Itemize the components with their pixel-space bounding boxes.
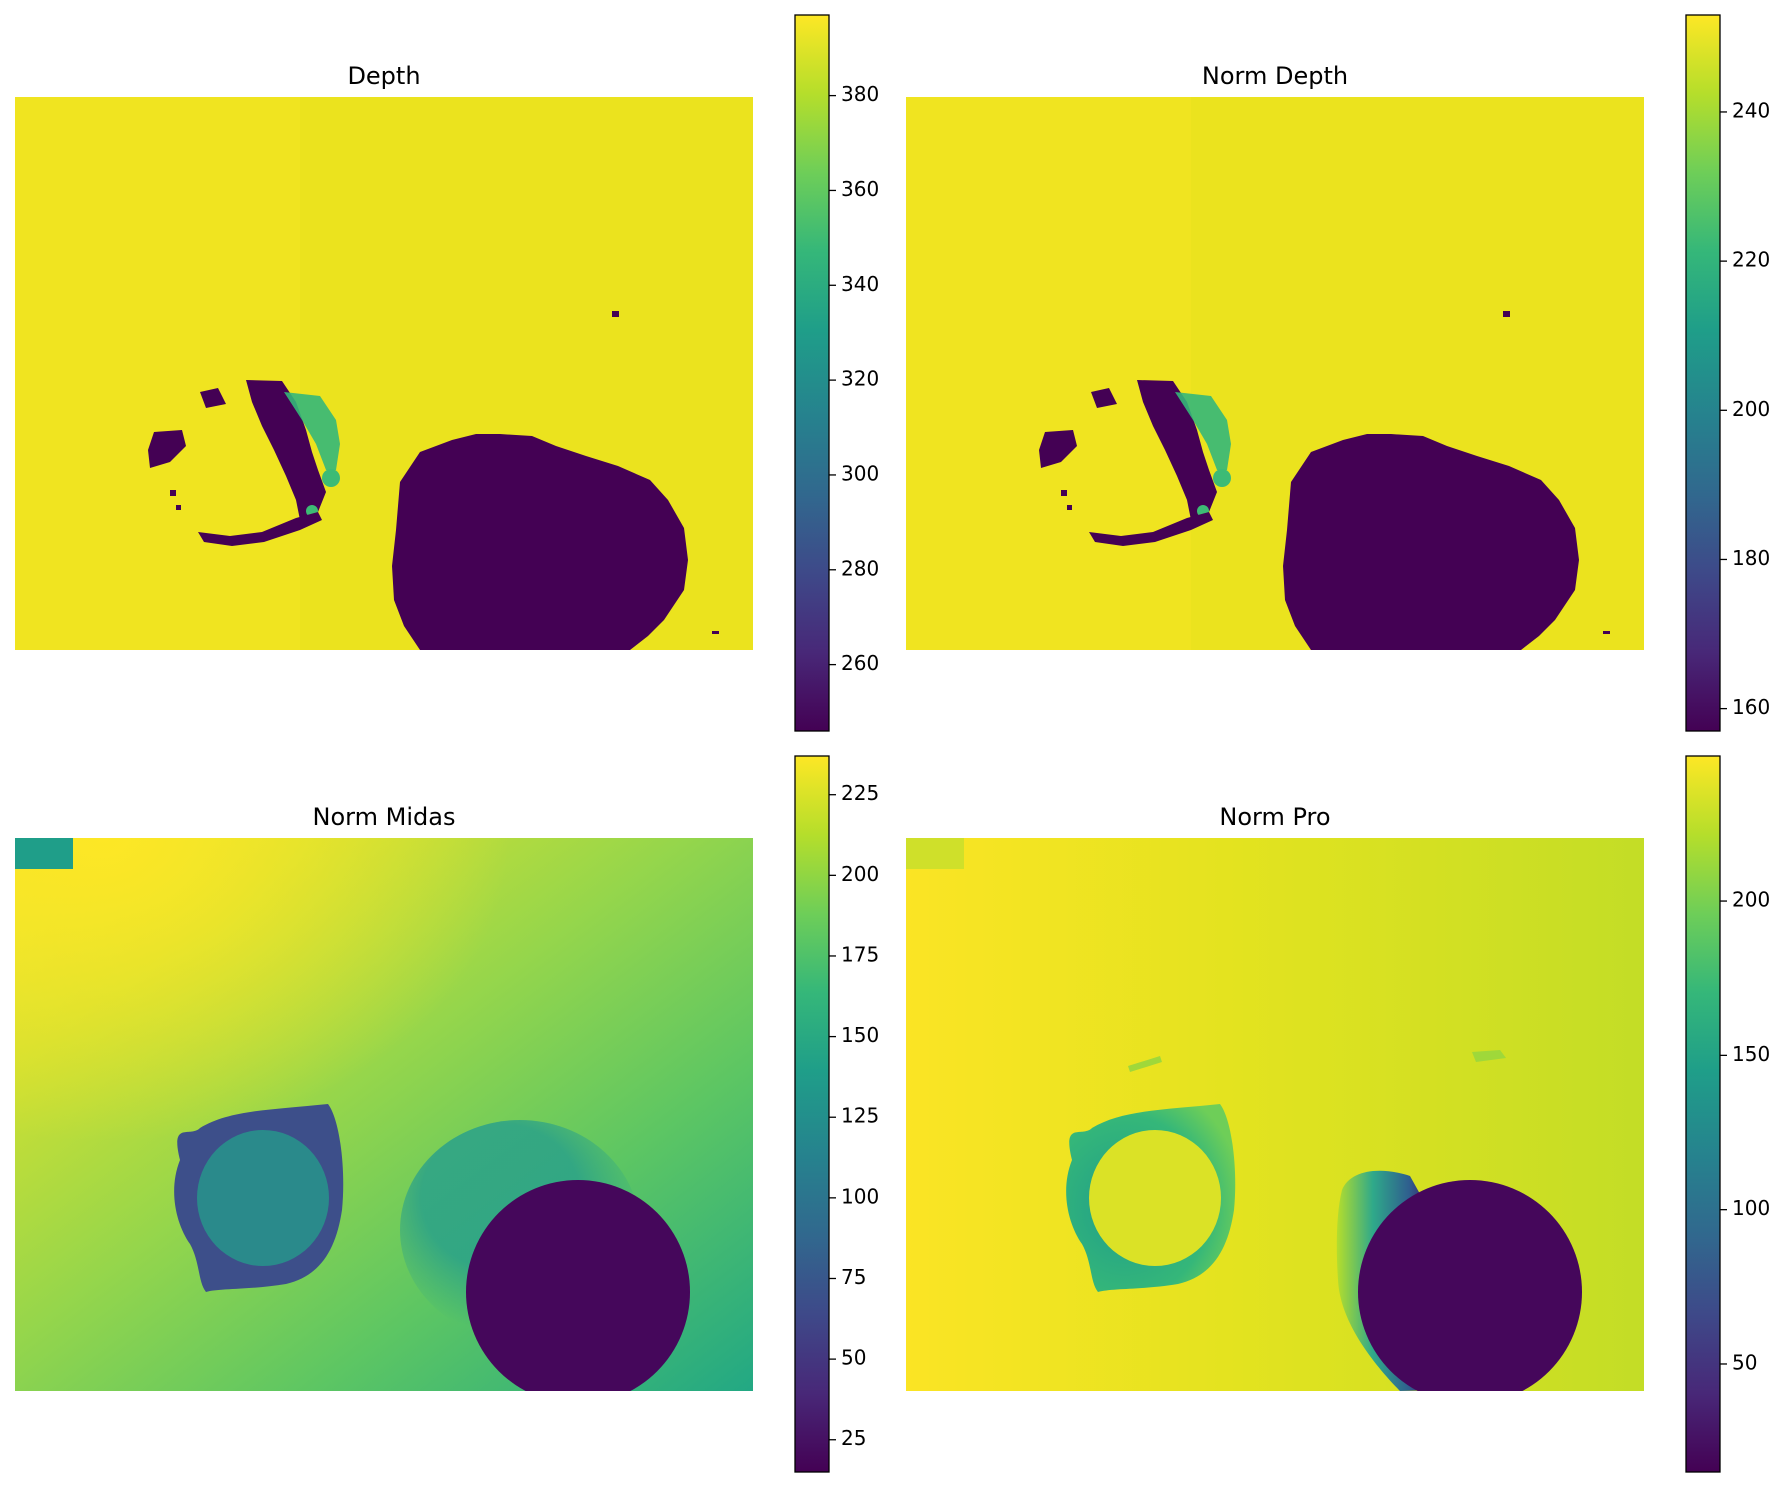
norm-pro-heatmap — [906, 838, 1644, 1391]
norm-midas-colorbar-ticks: 25 50 75 100 125 150 175 200 225 — [829, 781, 879, 1450]
colorbar-tick-label: 200 — [1732, 397, 1770, 421]
colorbar-tick-label: 360 — [841, 177, 879, 201]
norm-depth-disc-object — [1283, 434, 1579, 650]
colorbar-tick-label: 100 — [1732, 1196, 1770, 1220]
colorbar-tick-label: 280 — [841, 556, 879, 580]
norm-midas-colorbar — [794, 755, 830, 1473]
colorbar-tick-label: 340 — [841, 272, 879, 296]
norm-depth-panel: Norm Depth 160 180 200 220 240 — [906, 14, 1770, 732]
norm-pro-panel: Norm Pro 50 100 150 200 — [906, 755, 1770, 1473]
norm-midas-heatmap — [15, 838, 753, 1391]
depth-colorbar — [794, 14, 830, 732]
colorbar-tick-label: 240 — [1732, 98, 1770, 122]
norm-depth-ring-object — [1039, 380, 1231, 546]
colorbar-tick-label: 150 — [841, 1023, 879, 1047]
norm-midas-title: Norm Midas — [313, 803, 456, 831]
colorbar-tick-label: 25 — [841, 1426, 866, 1450]
norm-midas-disc-object — [466, 1180, 690, 1391]
colorbar-tick-label: 150 — [1732, 1042, 1770, 1066]
colorbar-tick-label: 125 — [841, 1104, 879, 1128]
colorbar-tick-label: 50 — [1732, 1350, 1757, 1374]
colorbar-tick-label: 200 — [1732, 888, 1770, 912]
colorbar-tick-label: 160 — [1732, 695, 1770, 719]
colorbar-tick-label: 220 — [1732, 248, 1770, 272]
norm-midas-ring-object — [174, 1104, 344, 1292]
colorbar-tick-label: 175 — [841, 942, 879, 966]
depth-heatmap — [15, 97, 753, 650]
norm-depth-colorbar-ticks: 160 180 200 220 240 — [1720, 98, 1770, 719]
norm-pro-ring-object — [1066, 1104, 1236, 1292]
depth-title: Depth — [347, 62, 420, 90]
norm-midas-panel: Norm Midas 25 50 75 100 125 150 175 200 225 — [15, 755, 879, 1473]
colorbar-tick-label: 75 — [841, 1265, 866, 1289]
norm-depth-heatmap — [906, 97, 1644, 650]
norm-depth-title: Norm Depth — [1202, 62, 1348, 90]
depth-panel: Depth 260 280 300 320 340 360 380 — [15, 14, 879, 732]
colorbar-tick-label: 200 — [841, 862, 879, 886]
colorbar-tick-label: 260 — [841, 651, 879, 675]
norm-pro-title: Norm Pro — [1219, 803, 1330, 831]
colorbar-tick-label: 380 — [841, 82, 879, 106]
colorbar-tick-label: 100 — [841, 1184, 879, 1208]
colorbar-tick-label: 225 — [841, 781, 879, 805]
norm-pro-colorbar — [1685, 755, 1721, 1473]
depth-ring-object — [148, 380, 340, 546]
depth-colorbar-ticks: 260 280 300 320 340 360 380 — [829, 82, 879, 675]
depth-disc-object — [392, 434, 688, 650]
norm-depth-colorbar — [1685, 14, 1721, 732]
norm-pro-colorbar-ticks: 50 100 150 200 — [1720, 888, 1770, 1374]
colorbar-tick-label: 320 — [841, 367, 879, 391]
colorbar-tick-label: 50 — [841, 1346, 866, 1370]
colorbar-tick-label: 300 — [841, 461, 879, 485]
norm-pro-disc-object — [1358, 1180, 1582, 1391]
colorbar-tick-label: 180 — [1732, 546, 1770, 570]
